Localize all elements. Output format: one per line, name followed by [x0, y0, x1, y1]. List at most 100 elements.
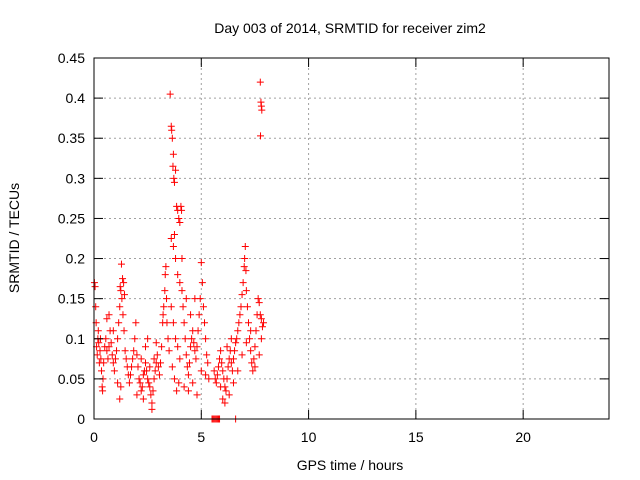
data-point: [204, 359, 212, 367]
data-point: [117, 260, 125, 268]
data-point: [136, 379, 144, 387]
data-point: [131, 335, 139, 343]
y-tick-label: 0.45: [58, 50, 85, 66]
data-point: [250, 355, 258, 363]
data-point: [257, 335, 265, 343]
data-point: [166, 90, 174, 98]
data-point: [116, 303, 124, 311]
data-point: [116, 283, 124, 291]
data-point: [128, 363, 136, 371]
data-point: [251, 343, 259, 351]
data-point: [249, 367, 257, 375]
data-point: [114, 379, 122, 387]
data-point: [158, 343, 166, 351]
data-point: [137, 355, 145, 363]
data-point: [194, 327, 202, 335]
data-point: [241, 243, 249, 251]
data-point: [152, 339, 160, 347]
data-point: [221, 399, 229, 407]
data-point: [178, 287, 186, 295]
data-point: [102, 335, 110, 343]
data-point: [223, 343, 231, 351]
data-point: [104, 355, 112, 363]
data-point: [256, 311, 264, 319]
data-point: [185, 359, 193, 367]
data-point: [148, 399, 156, 407]
data-point: [254, 295, 262, 303]
x-tick-label: 5: [197, 429, 205, 445]
data-point: [257, 132, 265, 140]
data-point: [120, 291, 128, 299]
data-point: [155, 371, 163, 379]
data-point: [242, 339, 250, 347]
data-point: [96, 347, 104, 355]
data-point: [144, 375, 152, 383]
data-point: [113, 347, 121, 355]
data-point: [169, 150, 177, 158]
data-point: [126, 371, 134, 379]
data-point: [183, 363, 191, 371]
y-tick-label: 0.15: [58, 291, 85, 307]
data-point: [151, 367, 159, 375]
data-point: [232, 339, 240, 347]
data-point: [251, 363, 259, 371]
data-point: [176, 355, 184, 363]
data-point: [142, 343, 149, 351]
y-tick-label: 0.1: [66, 331, 86, 347]
data-point: [129, 355, 137, 363]
data-point: [108, 351, 116, 359]
data-point: [118, 295, 126, 303]
data-point: [246, 335, 254, 343]
data-point: [245, 319, 252, 327]
data-point: [95, 339, 103, 347]
data-point: [210, 367, 218, 375]
data-point: [219, 395, 227, 403]
data-point: [191, 295, 199, 303]
data-point: [125, 379, 133, 387]
x-tick-label: 15: [408, 429, 424, 445]
data-point: [175, 214, 183, 222]
data-point: [103, 315, 111, 323]
data-point: [149, 387, 157, 395]
data-point: [178, 206, 186, 214]
data-point: [240, 263, 248, 271]
data-point: [179, 303, 187, 311]
data-point: [257, 315, 265, 323]
data-point: [142, 359, 149, 367]
data-point: [173, 387, 181, 395]
data-point: [205, 375, 213, 383]
data-point: [231, 347, 239, 355]
data-point: [229, 379, 237, 387]
data-point: [162, 263, 170, 271]
x-tick-label: 20: [515, 429, 531, 445]
data-point: [238, 351, 246, 359]
x-axis-label: GPS time / hours: [297, 457, 404, 473]
data-point: [229, 355, 237, 363]
data-point: [134, 363, 142, 371]
data-point: [168, 134, 176, 142]
data-point: [111, 355, 119, 363]
data-point: [217, 383, 225, 391]
data-point: [117, 287, 125, 295]
data-point: [139, 371, 147, 379]
data-point: [130, 347, 138, 355]
data-point: [184, 371, 192, 379]
data-point: [218, 359, 226, 367]
data-point: [138, 383, 146, 391]
data-point: [163, 319, 171, 327]
data-point: [203, 351, 211, 359]
data-point: [191, 347, 199, 355]
data-point: [256, 78, 264, 86]
data-point: [146, 383, 154, 391]
data-point: [117, 383, 125, 391]
data-point: [114, 335, 122, 343]
data-point: [105, 311, 113, 319]
data-point: [135, 375, 143, 383]
data-point: [107, 339, 115, 347]
y-tick-label: 0.2: [66, 251, 86, 267]
data-point: [219, 367, 227, 375]
data-point: [93, 351, 101, 359]
data-point: [161, 287, 169, 295]
y-tick-label: 0.35: [58, 130, 85, 146]
data-point: [148, 405, 156, 413]
